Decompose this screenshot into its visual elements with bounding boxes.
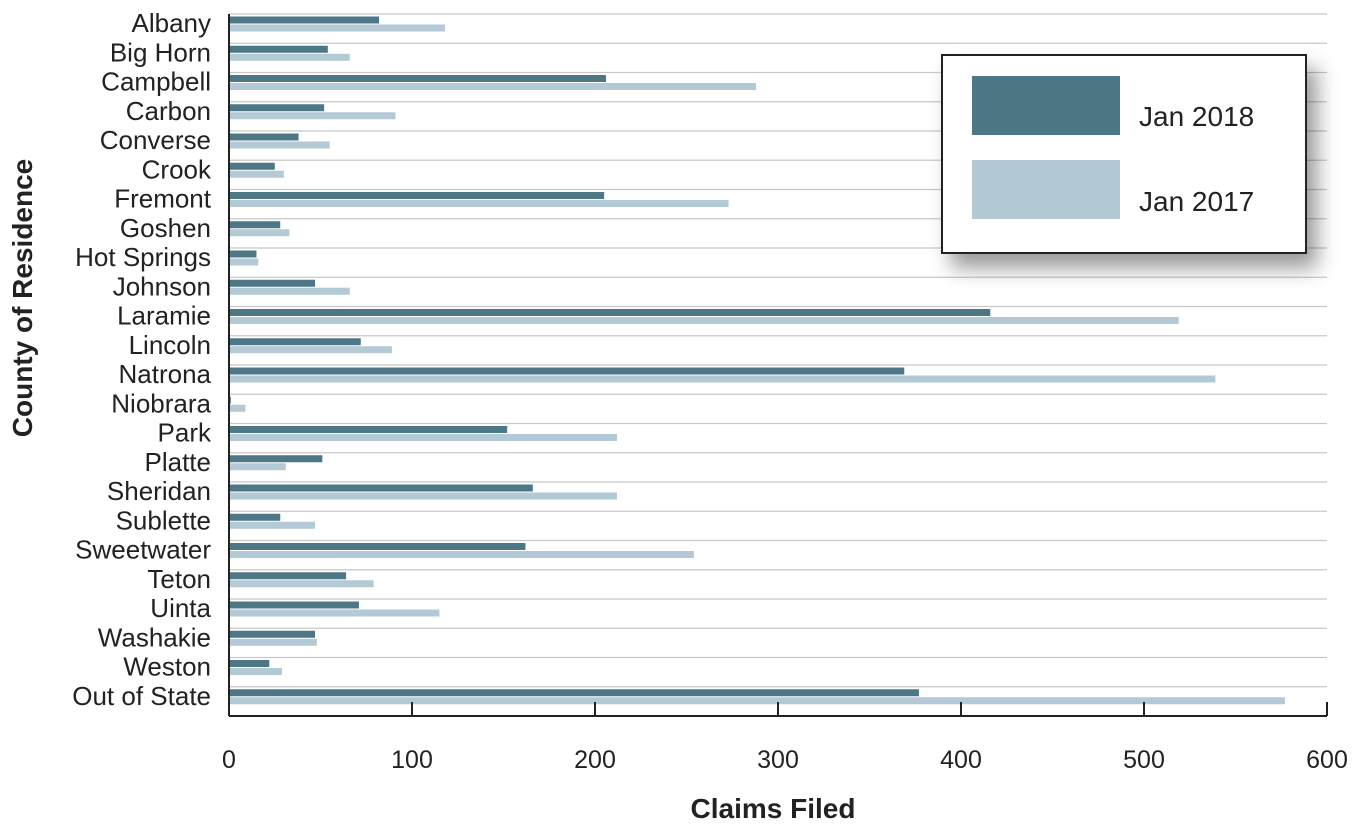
bar-park-jan-2018 [229, 426, 508, 433]
x-tick-label-300: 300 [757, 746, 799, 774]
bars [229, 16, 1285, 705]
bar-uinta-jan-2017 [229, 609, 440, 617]
category-label-laramie: Laramie [117, 301, 211, 331]
category-label-platte: Platte [145, 447, 212, 477]
bar-niobrara-jan-2017 [229, 404, 246, 412]
bar-goshen-jan-2017 [229, 229, 290, 237]
bar-teton-jan-2017 [229, 580, 374, 588]
category-label-sublette: Sublette [116, 505, 211, 535]
category-label-sheridan: Sheridan [107, 476, 211, 506]
bar-laramie-jan-2018 [229, 309, 991, 316]
bar-lincoln-jan-2017 [229, 346, 392, 354]
legend-label-jan-2018: Jan 2018 [1139, 101, 1254, 132]
x-tick-label-600: 600 [1306, 746, 1348, 774]
bar-big-horn-jan-2017 [229, 53, 350, 61]
category-label-fremont: Fremont [114, 184, 212, 214]
bar-laramie-jan-2017 [229, 317, 1179, 324]
bar-platte-jan-2017 [229, 463, 286, 471]
bar-converse-jan-2017 [229, 141, 330, 149]
bar-crook-jan-2018 [229, 162, 275, 170]
category-label-niobrara: Niobrara [111, 388, 211, 418]
category-label-teton: Teton [147, 564, 211, 594]
bar-lincoln-jan-2018 [229, 338, 361, 346]
category-label-johnson: Johnson [113, 271, 211, 301]
category-label-crook: Crook [142, 154, 212, 184]
bar-sublette-jan-2017 [229, 521, 316, 529]
category-label-big-horn: Big Horn [110, 37, 211, 67]
bar-natrona-jan-2018 [229, 367, 905, 375]
category-label-sweetwater: Sweetwater [75, 535, 211, 565]
bar-weston-jan-2017 [229, 668, 283, 675]
bar-natrona-jan-2017 [229, 375, 1216, 383]
category-label-natrona: Natrona [119, 359, 212, 389]
legend: Jan 2018 Jan 2017 [941, 54, 1307, 254]
legend-swatch-jan-2017 [972, 160, 1120, 219]
bar-weston-jan-2018 [229, 660, 270, 667]
y-axis-title: County of Residence [7, 159, 38, 437]
bar-sheridan-jan-2017 [229, 492, 617, 500]
category-label-goshen: Goshen [120, 213, 211, 243]
bar-carbon-jan-2018 [229, 104, 325, 112]
category-label-uinta: Uinta [150, 593, 211, 623]
bar-out-of-state-jan-2018 [229, 689, 919, 697]
bar-fremont-jan-2017 [229, 200, 729, 207]
bar-washakie-jan-2018 [229, 630, 316, 638]
bar-albany-jan-2017 [229, 24, 445, 32]
bar-washakie-jan-2017 [229, 638, 317, 646]
bar-johnson-jan-2018 [229, 279, 316, 287]
x-tick-label-500: 500 [1123, 746, 1165, 774]
bar-johnson-jan-2017 [229, 287, 350, 295]
bar-big-horn-jan-2018 [229, 45, 328, 53]
x-tick-label-400: 400 [940, 746, 982, 774]
legend-swatch-jan-2018 [972, 76, 1120, 135]
category-label-carbon: Carbon [126, 96, 211, 126]
bar-hot-springs-jan-2018 [229, 250, 257, 258]
category-label-out-of-state: Out of State [72, 681, 211, 711]
category-label-albany: Albany [132, 8, 212, 38]
bar-teton-jan-2018 [229, 572, 347, 580]
bar-sweetwater-jan-2017 [229, 551, 694, 558]
bar-sweetwater-jan-2018 [229, 543, 526, 550]
grid-lines [229, 13, 1327, 688]
bar-campbell-jan-2018 [229, 75, 606, 82]
x-tick-label-0: 0 [222, 746, 236, 774]
bar-platte-jan-2018 [229, 455, 323, 463]
bar-converse-jan-2018 [229, 133, 299, 141]
category-label-washakie: Washakie [98, 622, 211, 652]
bar-park-jan-2017 [229, 434, 617, 441]
x-axis-title: Claims Filed [691, 793, 856, 824]
category-label-weston: Weston [123, 652, 211, 682]
legend-label-jan-2017: Jan 2017 [1139, 186, 1254, 217]
bar-goshen-jan-2018 [229, 221, 281, 229]
bar-fremont-jan-2018 [229, 192, 605, 199]
bar-crook-jan-2017 [229, 170, 284, 178]
x-tick-label-200: 200 [574, 746, 616, 774]
x-tick-labels: 0 100 200 300 400 500 600 [222, 702, 1348, 774]
category-label-lincoln: Lincoln [129, 330, 211, 360]
bar-sublette-jan-2018 [229, 513, 281, 521]
category-label-hot-springs: Hot Springs [75, 242, 211, 272]
bar-albany-jan-2018 [229, 16, 380, 24]
category-label-park: Park [158, 418, 212, 448]
category-label-converse: Converse [100, 125, 211, 155]
bar-out-of-state-jan-2017 [229, 697, 1285, 705]
bar-sheridan-jan-2018 [229, 484, 533, 492]
bar-campbell-jan-2017 [229, 83, 757, 90]
bar-hot-springs-jan-2017 [229, 258, 259, 266]
category-label-campbell: Campbell [101, 67, 211, 97]
bar-uinta-jan-2018 [229, 601, 359, 609]
bar-carbon-jan-2017 [229, 112, 396, 120]
x-tick-label-100: 100 [391, 746, 433, 774]
